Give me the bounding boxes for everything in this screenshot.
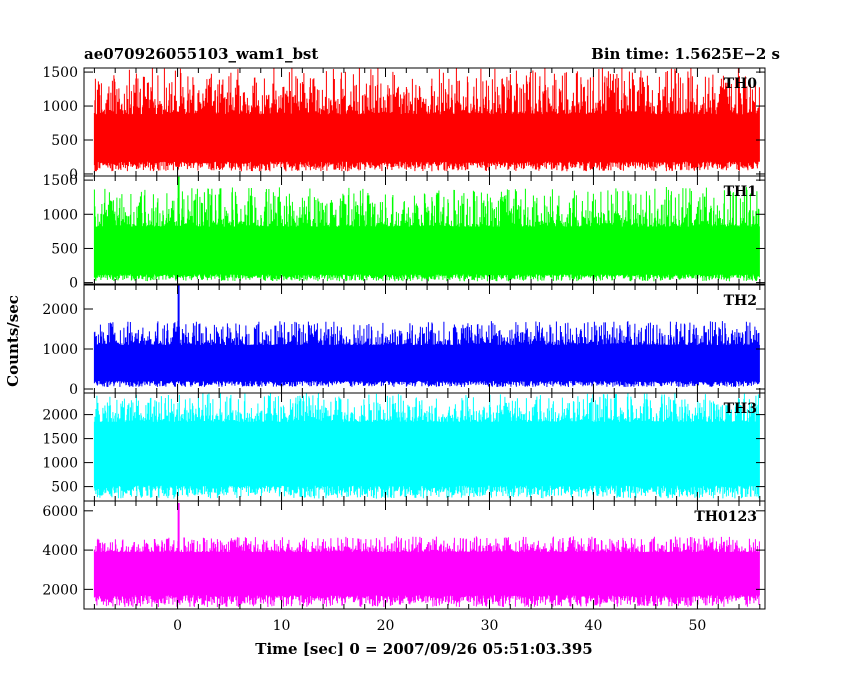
- y-tick-label: 2000: [42, 582, 78, 598]
- y-tick-label: 0: [69, 382, 78, 398]
- panel-th1: 0 500 1000 1500 TH1: [42, 173, 766, 292]
- y-tick-label: 2000: [42, 302, 78, 318]
- y-tick-label: 1000: [42, 207, 78, 223]
- chart-title: ae070926055103_wam1_bst: [84, 45, 318, 63]
- y-tick-label: 1500: [42, 432, 78, 448]
- panel-label: TH0: [724, 76, 758, 92]
- panel-label: TH3: [724, 401, 757, 417]
- x-axis-label: Time [sec] 0 = 2007/09/26 05:51:03.395: [255, 640, 592, 658]
- series-th0-line: [93, 68, 760, 172]
- y-tick-label: 500: [51, 241, 78, 257]
- panels-group: 050010001500TH0050010001500TH1010002000T…: [42, 65, 766, 634]
- series-th3-line: [93, 393, 760, 499]
- panel-frame: [83, 500, 766, 610]
- x-tick-label: 10: [273, 618, 291, 634]
- x-tick-label: 50: [689, 618, 707, 634]
- panel-label: TH1: [724, 184, 757, 200]
- series-th1-line: [93, 187, 760, 282]
- x-tick-label: 30: [481, 618, 499, 634]
- y-tick-label: 2000: [42, 408, 78, 424]
- y-tick-label: 1000: [42, 99, 78, 115]
- panel-label: TH0123: [694, 509, 757, 525]
- y-tick-label: 0: [69, 167, 78, 183]
- y-tick-label: 1500: [42, 65, 78, 81]
- panel-th2: 0 1000 2000 TH2: [42, 284, 766, 398]
- y-tick-label: 0: [69, 276, 78, 292]
- y-tick-label: 1000: [42, 342, 78, 358]
- y-axis-label: Counts/sec: [4, 295, 22, 387]
- panel-th0123: 2000 4000 6000 TH0123: [42, 500, 766, 610]
- y-tick-label: 4000: [42, 543, 78, 559]
- x-tick-label: 20: [377, 618, 395, 634]
- panel-label: TH2: [724, 293, 757, 309]
- y-tick-label: 1000: [42, 456, 78, 472]
- panel-frame: [83, 175, 766, 285]
- x-tick-label: 40: [585, 618, 603, 634]
- y-tick-label: 500: [51, 480, 78, 496]
- x-tick-label: 0: [173, 618, 182, 634]
- y-tick-label: 500: [51, 133, 78, 149]
- panel-th0: 0 500 1000 1500 TH0: [42, 65, 766, 183]
- panel-th3: 500 1000 1500 2000 TH3: [42, 392, 766, 502]
- y-tick-label: 1500: [42, 173, 78, 189]
- bin-time-label: Bin time: 1.5625E−2 s: [591, 45, 780, 63]
- series-th0123-line: [93, 536, 760, 607]
- y-tick-label: 6000: [42, 504, 78, 520]
- series-th2-line: [93, 321, 760, 387]
